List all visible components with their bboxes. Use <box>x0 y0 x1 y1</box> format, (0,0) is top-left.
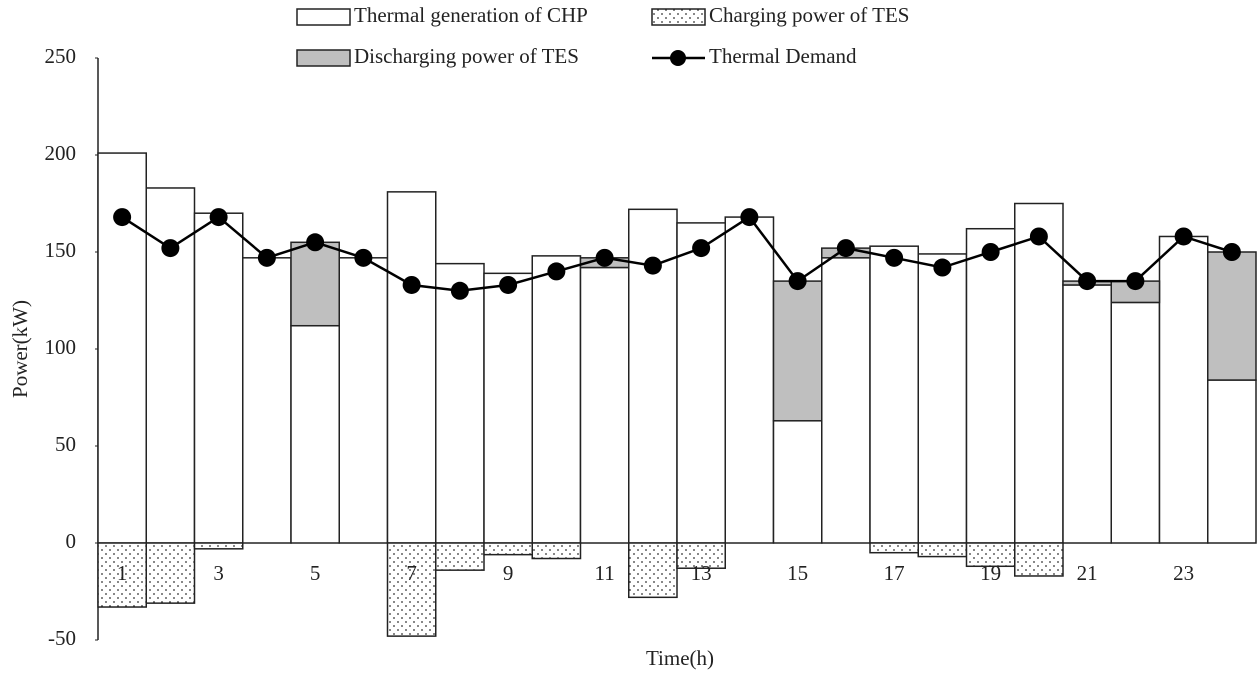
bar <box>290 324 340 544</box>
legend-swatch <box>296 8 351 26</box>
x-tick-label: 9 <box>503 561 514 585</box>
marker <box>1174 227 1193 246</box>
bar <box>628 542 678 599</box>
x-tick-label: 11 <box>595 561 615 585</box>
bar <box>531 255 582 544</box>
marker <box>1126 272 1145 291</box>
legend-marker <box>670 50 686 66</box>
bar <box>435 262 485 544</box>
bar <box>724 216 775 544</box>
y-tick-label: 100 <box>45 335 77 359</box>
marker <box>209 208 228 227</box>
marker <box>402 275 421 294</box>
x-tick-label: 19 <box>980 561 1001 585</box>
marker <box>547 262 566 281</box>
bar <box>531 542 582 560</box>
y-tick-label: 50 <box>55 432 76 456</box>
x-tick-label: 7 <box>406 561 417 585</box>
x-tick-label: 13 <box>691 561 712 585</box>
legend-label: Charging power of TES <box>709 3 909 27</box>
y-tick-label: -50 <box>48 626 76 650</box>
bar <box>1158 235 1209 544</box>
marker <box>257 248 276 267</box>
bar <box>772 280 823 422</box>
marker <box>933 258 952 277</box>
marker <box>740 208 759 227</box>
legend-swatch <box>296 49 351 67</box>
bar <box>772 420 823 544</box>
marker <box>692 239 711 258</box>
legend-label: Thermal generation of CHP <box>354 3 588 27</box>
y-tick-label: 200 <box>45 141 77 165</box>
bar <box>1207 379 1257 544</box>
legend-swatch <box>651 8 706 26</box>
bar <box>435 542 485 571</box>
bar <box>1110 301 1161 544</box>
bar <box>676 542 726 569</box>
bar <box>386 542 437 637</box>
y-tick-label: 0 <box>66 529 77 553</box>
bar <box>145 542 196 604</box>
marker <box>113 208 132 227</box>
bar <box>483 272 533 544</box>
y-tick-label: 150 <box>45 238 77 262</box>
x-tick-label: 21 <box>1077 561 1098 585</box>
marker <box>836 239 855 258</box>
bar <box>1014 202 1064 544</box>
marker <box>788 272 807 291</box>
bar <box>965 227 1016 544</box>
marker <box>1222 243 1241 261</box>
marker <box>354 248 373 267</box>
bar <box>917 253 968 544</box>
bar <box>579 266 630 544</box>
bar <box>338 257 389 544</box>
marker <box>885 248 904 267</box>
x-tick-label: 5 <box>310 561 321 585</box>
bar <box>869 542 919 554</box>
bar <box>821 257 871 544</box>
bar <box>386 191 437 544</box>
bar <box>193 212 244 544</box>
marker <box>981 243 1000 261</box>
marker <box>1029 227 1048 246</box>
bar <box>193 542 244 550</box>
y-tick-label: 250 <box>45 44 77 68</box>
x-tick-label: 17 <box>884 561 905 585</box>
marker <box>643 256 662 275</box>
bar <box>483 542 533 556</box>
marker <box>499 275 518 294</box>
legend-label: Discharging power of TES <box>354 44 579 68</box>
bar <box>242 257 292 544</box>
bar <box>917 542 968 558</box>
marker <box>595 248 614 267</box>
x-axis-label: Time(h) <box>646 646 714 670</box>
bar <box>1062 284 1112 544</box>
marker <box>306 233 325 252</box>
marker <box>450 281 469 300</box>
marker <box>161 239 180 258</box>
bar <box>290 241 340 327</box>
x-tick-label: 1 <box>117 561 128 585</box>
y-axis-label: Power(kW) <box>8 300 32 398</box>
bar <box>1207 251 1257 381</box>
bar <box>869 245 919 544</box>
marker <box>1078 272 1097 291</box>
legend-label: Thermal Demand <box>709 44 857 68</box>
x-tick-label: 23 <box>1173 561 1194 585</box>
bar <box>1014 542 1064 577</box>
x-tick-label: 3 <box>213 561 224 585</box>
x-tick-label: 15 <box>787 561 808 585</box>
bar <box>676 222 726 544</box>
